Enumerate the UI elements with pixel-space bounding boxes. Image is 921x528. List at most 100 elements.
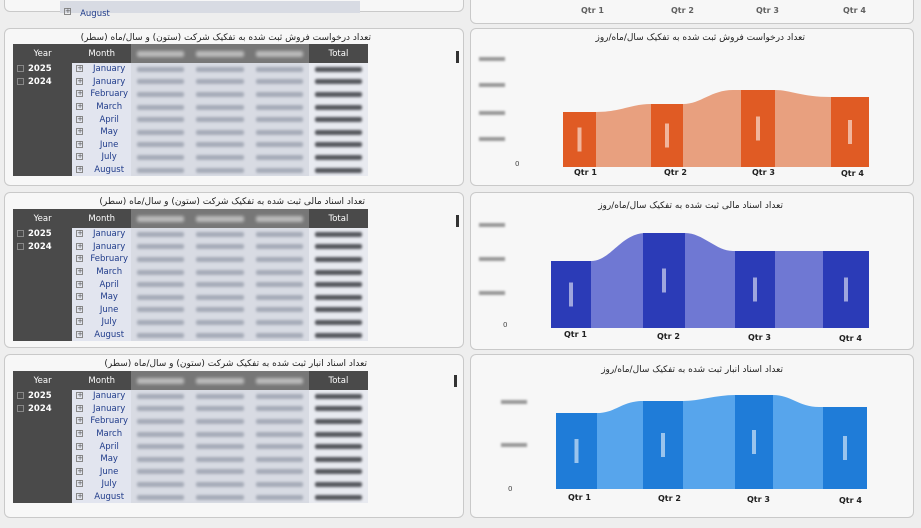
- top-table-row: + August: [60, 1, 360, 19]
- company-header[interactable]: [190, 371, 250, 390]
- month-cell[interactable]: + January: [72, 75, 132, 89]
- x-tick: Qtr 3: [747, 495, 770, 504]
- month-cell[interactable]: + January: [72, 402, 132, 416]
- top-x-tick: Qtr 1: [581, 6, 604, 15]
- bar-value-label: [752, 430, 756, 454]
- month-cell[interactable]: + June: [72, 138, 132, 152]
- x-tick: Qtr 4: [839, 334, 862, 343]
- ribbon-chart[interactable]: [471, 355, 915, 519]
- company-header[interactable]: [131, 44, 191, 63]
- month-cell[interactable]: + June: [72, 465, 132, 479]
- bar-value-label: [753, 277, 757, 302]
- table-row: + May: [13, 452, 368, 466]
- year-cell[interactable]: −2024: [13, 75, 73, 89]
- table-row: + August: [13, 328, 368, 342]
- table-row: + April: [13, 440, 368, 453]
- month-cell[interactable]: + May: [72, 125, 132, 139]
- month-cell[interactable]: + August: [72, 163, 132, 177]
- month-cell[interactable]: + January: [72, 228, 132, 241]
- month-cell[interactable]: + January: [72, 63, 132, 76]
- expand-icon[interactable]: +: [64, 7, 71, 15]
- company-header[interactable]: [190, 44, 250, 63]
- bar-group: [563, 90, 869, 167]
- scrollbar-handle[interactable]: [456, 51, 459, 63]
- year-cell[interactable]: −2025: [13, 390, 73, 403]
- ribbon-chart[interactable]: [471, 29, 915, 187]
- company-header[interactable]: [249, 209, 309, 228]
- month-cell[interactable]: + January: [72, 390, 132, 403]
- month-cell[interactable]: + April: [72, 278, 132, 291]
- total-header[interactable]: Total: [308, 44, 368, 63]
- ribbon-chart[interactable]: [471, 193, 915, 351]
- year-header[interactable]: Year: [13, 44, 73, 63]
- month-cell[interactable]: + August: [72, 490, 132, 504]
- month-cell[interactable]: + July: [72, 151, 132, 164]
- total-header[interactable]: Total: [308, 371, 368, 390]
- company-header[interactable]: [131, 371, 191, 390]
- top-x-tick: Qtr 4: [843, 6, 866, 15]
- month-cell[interactable]: + April: [72, 440, 132, 453]
- warehouse-doc-chart-panel: تعداد اسناد انبار ثبت شده به تفکیک سال/م…: [470, 354, 914, 518]
- total-header[interactable]: Total: [308, 209, 368, 228]
- table-row: −2025 + January: [13, 63, 368, 76]
- month-cell[interactable]: + March: [72, 427, 132, 441]
- month-cell[interactable]: + May: [72, 290, 132, 304]
- month-cell[interactable]: + June: [72, 303, 132, 317]
- month-cell[interactable]: + April: [72, 113, 132, 126]
- y-tick: [479, 255, 505, 263]
- month-cell[interactable]: + March: [72, 100, 132, 114]
- bar-value-label: [662, 268, 666, 293]
- month-header[interactable]: Month: [72, 44, 132, 63]
- year-header[interactable]: Year: [13, 209, 73, 228]
- chart-title: تعداد اسناد انبار ثبت شده به تفکیک سال/م…: [601, 365, 783, 375]
- table-row: + August: [13, 490, 368, 504]
- ribbon-area: [556, 395, 867, 489]
- month-header[interactable]: Month: [72, 371, 132, 390]
- sales-request-chart-panel: تعداد درخواست فروش ثبت شده به تفکیک سال/…: [470, 28, 914, 186]
- month-cell[interactable]: + February: [72, 88, 132, 101]
- table-row: + July: [13, 151, 368, 164]
- month-cell[interactable]: + February: [72, 253, 132, 266]
- year-cell[interactable]: −2025: [13, 228, 73, 241]
- month-cell[interactable]: + February: [72, 415, 132, 428]
- year-cell[interactable]: −2024: [13, 240, 73, 254]
- bar-value-label: [843, 436, 847, 460]
- y-zero: 0: [508, 485, 513, 493]
- company-header[interactable]: [131, 209, 191, 228]
- month-cell[interactable]: + July: [72, 478, 132, 491]
- company-header[interactable]: [249, 371, 309, 390]
- scrollbar-handle[interactable]: [456, 215, 459, 227]
- y-tick: [501, 398, 527, 406]
- table-title: تعداد درخواست فروش ثبت شده به تفکیک شرکت…: [80, 33, 371, 43]
- y-zero: 0: [503, 321, 508, 329]
- year-header[interactable]: Year: [13, 371, 73, 390]
- table-row: + April: [13, 278, 368, 291]
- month-header[interactable]: Month: [72, 209, 132, 228]
- scrollbar-handle[interactable]: [454, 375, 457, 387]
- ribbon-area: [551, 233, 869, 328]
- x-tick: Qtr 3: [752, 168, 775, 177]
- company-header[interactable]: [249, 44, 309, 63]
- year-cell[interactable]: −2024: [13, 402, 73, 416]
- y-tick: [479, 289, 505, 297]
- company-header[interactable]: [190, 209, 250, 228]
- year-cell[interactable]: −2025: [13, 63, 73, 76]
- month-cell[interactable]: + May: [72, 452, 132, 466]
- month-cell[interactable]: + January: [72, 240, 132, 254]
- month-cell[interactable]: + July: [72, 316, 132, 329]
- x-tick: Qtr 4: [841, 169, 864, 178]
- table-row: −2025 + January: [13, 228, 368, 241]
- table-row: + February: [13, 253, 368, 266]
- table-row: + June: [13, 465, 368, 479]
- table-row: −2025 + January: [13, 390, 368, 403]
- table-row: + March: [13, 427, 368, 441]
- y-tick: [479, 135, 505, 143]
- bar-value-label: [574, 439, 579, 463]
- matrix-table: Year Month Total −2025 + January −2024 + Jan…: [13, 371, 368, 504]
- y-tick: [479, 81, 505, 89]
- table-row: + August: [13, 163, 368, 177]
- month-cell[interactable]: + August: [72, 328, 132, 342]
- bar-group: [556, 395, 867, 489]
- x-tick: Qtr 2: [657, 332, 680, 341]
- month-cell[interactable]: + March: [72, 265, 132, 279]
